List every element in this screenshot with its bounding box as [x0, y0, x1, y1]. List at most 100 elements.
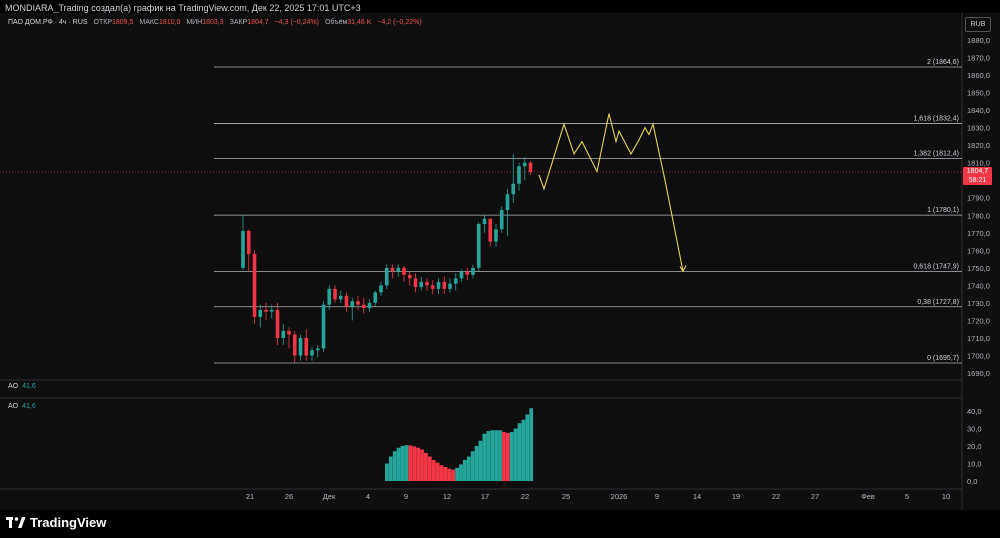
candle-body: [281, 330, 286, 338]
tradingview-logo[interactable]: TradingView: [6, 515, 106, 530]
candle-body: [252, 253, 257, 317]
price-tick-label: 1790,0: [967, 194, 990, 203]
candle-body: [442, 281, 447, 289]
ao-bar: [521, 419, 526, 481]
indicator-label-2[interactable]: AO 41,6: [8, 403, 36, 410]
candle-body: [338, 295, 343, 300]
candle-body: [505, 194, 510, 211]
close-label: ЗАКР: [229, 19, 248, 26]
candle-body: [476, 224, 481, 268]
candle-body: [246, 231, 251, 254]
price-tick-label: 1720,0: [967, 316, 990, 325]
ao-tick-label: 30,0: [967, 425, 982, 434]
price-tick-label: 1860,0: [967, 71, 990, 80]
ao-bar: [424, 453, 428, 481]
fib-level-label: 2 (1864,6): [927, 59, 959, 66]
ao-tick-label: 0,0: [967, 477, 977, 486]
candle-body: [459, 271, 464, 279]
ao-bar: [525, 414, 530, 481]
candle-body: [310, 350, 314, 356]
price-tick-label: 1830,0: [967, 124, 990, 133]
chart-frame[interactable]: [0, 13, 1000, 510]
axes: 1880,0 1870,0 1860,0 1850,0 1840,0 1830,0 1820…: [246, 36, 990, 501]
grid: [0, 13, 963, 510]
price-tick-label: 1690,0: [967, 369, 990, 378]
indicator-label-1[interactable]: AO 41,6: [8, 383, 36, 390]
projection-line: [538, 113, 687, 273]
volume-change: −4,2 (−0,22%): [377, 19, 422, 26]
time-tick-label: 9: [655, 492, 659, 501]
candle-body: [465, 271, 470, 275]
tradingview-logo-icon: [6, 516, 26, 528]
candle-body: [298, 337, 303, 356]
candle-body: [390, 267, 395, 272]
ao-tick-label: 40,0: [967, 407, 982, 416]
ao-tick-label: 10,0: [967, 460, 982, 469]
ao-bar: [463, 460, 467, 481]
indicator-name: AO: [8, 383, 19, 390]
ao-tick-label: 20,0: [967, 442, 982, 451]
ao-bar: [435, 462, 440, 481]
candle-body: [292, 334, 297, 356]
ao-bar: [431, 460, 436, 481]
ao-bar: [502, 432, 506, 481]
open-value: 1809,5: [112, 19, 134, 26]
fib-level-label: 0,618 (1747,9): [913, 264, 959, 271]
ao-bar: [513, 428, 518, 481]
price-tick-label: 1740,0: [967, 281, 990, 290]
ao-bar: [474, 446, 479, 481]
candle-body: [304, 337, 309, 356]
price-tick-label: 1700,0: [967, 351, 990, 360]
candle-body: [367, 302, 372, 309]
ao-bar: [447, 468, 452, 481]
ao-bar: [412, 446, 417, 481]
price-tick-label: 1840,0: [967, 106, 990, 115]
symbol-legend[interactable]: ПАО ДОМ.РФ · 4ч · RUS ОТКР1809,5 МАКС181…: [8, 19, 422, 26]
ao-bar: [466, 456, 471, 481]
candle-body: [264, 309, 268, 312]
currency-button[interactable]: RUB: [965, 17, 991, 32]
ao-bar: [529, 408, 534, 481]
ao-bar: [396, 447, 401, 481]
candle-body: [511, 183, 516, 195]
candle-body: [430, 285, 435, 289]
candle-body: [356, 301, 360, 305]
candle-body: [275, 309, 280, 338]
ao-histogram: [385, 408, 534, 481]
candle-body: [269, 309, 274, 312]
ao-bar: [408, 445, 413, 481]
candle-body: [494, 229, 498, 242]
time-tick-label: 12: [443, 492, 451, 501]
candle-body: [396, 267, 401, 272]
candle-body: [361, 304, 366, 309]
price-tick-label: 1770,0: [967, 229, 990, 238]
time-tick-label: 26: [285, 492, 293, 501]
candle-body: [407, 274, 412, 279]
indicator-value: 41,6: [22, 383, 36, 390]
candle-body: [471, 267, 475, 275]
ao-bar: [420, 449, 424, 481]
price-tick-label: 1780,0: [967, 211, 990, 220]
symbol-name: ПАО ДОМ.РФ · 4ч · RUS: [8, 19, 88, 26]
candle-body: [436, 281, 441, 289]
candles: [241, 153, 533, 363]
candle-body: [517, 166, 521, 184]
open-label: ОТКР: [93, 19, 112, 26]
candle-body: [287, 330, 291, 335]
ao-bar: [388, 456, 393, 481]
low-value: 1803,3: [202, 19, 224, 26]
candle-body: [321, 304, 326, 349]
time-tick-label: 21: [246, 492, 254, 501]
price-tick-label: 1730,0: [967, 299, 990, 308]
ao-bar: [486, 431, 491, 481]
fib-level-label: 1,382 (1812,4): [913, 150, 959, 157]
price-tick-label: 1850,0: [967, 89, 990, 98]
close-value: 1804,7: [247, 19, 269, 26]
candle-body: [384, 267, 389, 286]
time-tick-label: 19: [732, 492, 740, 501]
time-tick-label: 5: [905, 492, 909, 501]
ao-bar: [505, 432, 510, 481]
time-tick-label: Фев: [861, 492, 875, 501]
candle-body: [333, 288, 337, 300]
